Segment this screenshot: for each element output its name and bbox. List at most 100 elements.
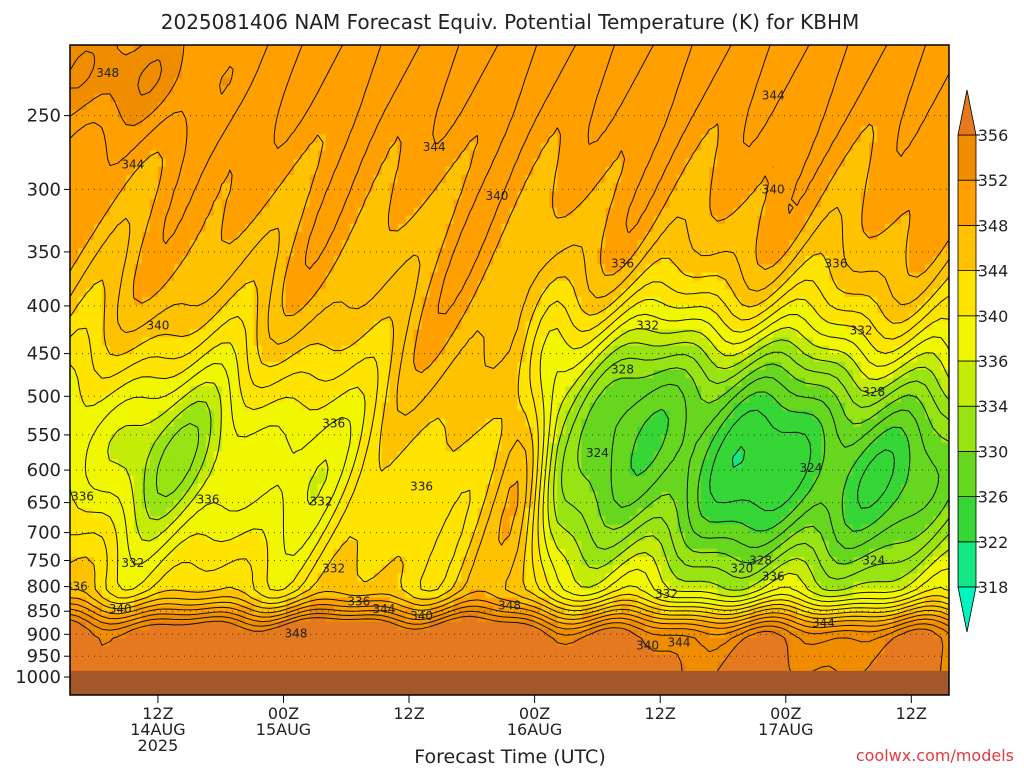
contour-band-cell	[189, 85, 199, 95]
contour-band-cell	[709, 166, 718, 176]
contour-band-cell	[677, 345, 686, 355]
contour-band-cell	[525, 45, 535, 54]
contour-band-cell	[373, 93, 383, 103]
contour-band-cell	[661, 158, 670, 168]
contour-band-cell	[205, 256, 215, 265]
contour-band-cell	[685, 313, 694, 322]
contour-band-cell	[317, 256, 327, 265]
contour-band-cell	[709, 353, 718, 363]
contour-band-cell	[597, 215, 606, 225]
contour-band-cell	[477, 288, 487, 298]
contour-band-cell	[725, 110, 734, 119]
contour-band-cell	[349, 313, 359, 322]
contour-band-cell	[325, 329, 335, 339]
contour-band-cell	[149, 126, 159, 135]
contour-band-cell	[309, 207, 319, 217]
contour-band-cell	[429, 110, 439, 119]
contour-band-cell	[893, 370, 902, 379]
contour-band-cell	[397, 199, 407, 209]
contour-band-cell	[741, 353, 750, 363]
contour-band-cell	[685, 191, 694, 200]
contour-band-cell	[917, 118, 926, 127]
contour-band-cell	[269, 166, 279, 176]
contour-band-cell	[349, 410, 359, 420]
contour-band-cell	[885, 142, 894, 152]
contour-band-cell	[213, 280, 223, 290]
contour-band-cell	[389, 231, 399, 241]
contour-band-cell	[709, 305, 718, 314]
contour-band-cell	[533, 288, 543, 298]
contour-band-cell	[781, 93, 790, 103]
contour-band-cell	[637, 69, 646, 79]
contour-band-cell	[437, 215, 447, 225]
contour-band-cell	[941, 183, 949, 192]
contour-band-cell	[261, 272, 271, 282]
contour-band-cell	[477, 280, 487, 290]
contour-band-cell	[229, 272, 239, 282]
contour-band-cell	[117, 77, 127, 87]
contour-band-cell	[461, 207, 471, 217]
contour-band-cell	[797, 248, 806, 257]
contour-band-cell	[853, 223, 862, 233]
contour-band-cell	[805, 158, 814, 168]
contour-band-cell	[125, 45, 135, 54]
contour-band-cell	[765, 240, 774, 249]
contour-band-cell	[901, 345, 910, 355]
contour-band-cell	[589, 264, 598, 274]
contour-band-cell	[93, 110, 103, 119]
contour-band-cell	[421, 296, 431, 306]
contour-band-cell	[597, 134, 606, 144]
contour-band-cell	[709, 223, 718, 233]
contour-band-cell	[797, 199, 806, 209]
contour-band-cell	[829, 321, 838, 330]
contour-band-cell	[893, 248, 902, 257]
contour-band-cell	[829, 150, 838, 160]
contour-band-cell	[629, 53, 638, 62]
contour-band-cell	[189, 313, 199, 322]
contour-band-cell	[837, 110, 846, 119]
contour-band-cell	[877, 248, 886, 257]
contour-band-cell	[677, 45, 686, 54]
contour-band-cell	[653, 337, 662, 347]
contour-band-cell	[829, 158, 838, 168]
contour-band-cell	[549, 134, 559, 144]
contour-band-cell	[181, 264, 191, 274]
contour-band-cell	[141, 134, 151, 144]
contour-band-cell	[197, 264, 207, 274]
contour-band-cell	[109, 321, 119, 330]
contour-band-cell	[77, 93, 87, 103]
contour-band-cell	[309, 142, 319, 152]
contour-band-cell	[853, 191, 862, 200]
contour-band-cell	[869, 183, 878, 192]
contour-band-cell	[501, 345, 511, 355]
contour-band-cell	[685, 240, 694, 249]
contour-band-cell	[141, 207, 151, 217]
contour-band-cell	[269, 394, 279, 404]
contour-band-cell	[773, 126, 782, 135]
contour-band-cell	[165, 93, 175, 103]
contour-band-cell	[173, 264, 183, 274]
contour-band-cell	[557, 280, 567, 290]
contour-band-cell	[485, 93, 495, 103]
contour-band-cell	[781, 386, 790, 395]
contour-band-cell	[877, 199, 886, 209]
contour-band-cell	[325, 53, 335, 62]
contour-band-cell	[477, 345, 487, 355]
contour-band-cell	[837, 313, 846, 322]
contour-band-cell	[893, 150, 902, 160]
contour-band-cell	[85, 53, 95, 62]
contour-band-cell	[805, 280, 814, 290]
contour-band-cell	[581, 166, 591, 176]
contour-band-cell	[789, 386, 798, 395]
contour-band-cell	[597, 386, 606, 395]
contour-band-cell	[861, 69, 870, 79]
contour-band-cell	[813, 101, 822, 111]
contour-band-cell	[381, 231, 391, 241]
contour-band-cell	[909, 378, 918, 387]
contour-band-cell	[101, 345, 111, 355]
contour-band-cell	[869, 215, 878, 225]
contour-band-cell	[909, 288, 918, 298]
contour-band-cell	[197, 288, 207, 298]
contour-band-cell	[221, 410, 231, 420]
contour-band-cell	[773, 248, 782, 257]
